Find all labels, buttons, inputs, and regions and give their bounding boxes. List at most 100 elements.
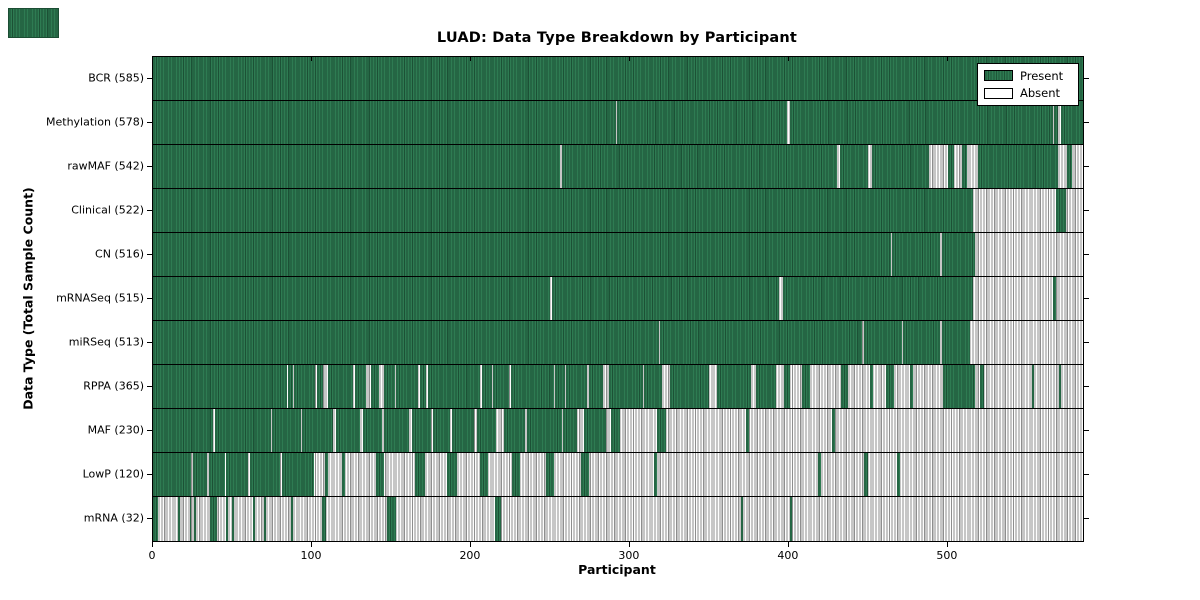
y-tick-label-mrna: mRNA (32): [83, 511, 144, 525]
present-segment: [194, 497, 196, 541]
present-segment: [580, 453, 589, 496]
x-tick-label-300: 300: [618, 549, 640, 562]
matrix-row-mirseq: [153, 321, 1083, 365]
right-tick-mark: [1084, 342, 1089, 343]
present-segment: [1060, 101, 1083, 144]
present-segment: [153, 57, 1083, 100]
right-tick-mark: [1084, 474, 1089, 475]
present-segment: [831, 409, 835, 452]
present-segment: [863, 321, 902, 364]
right-tick-mark: [1084, 78, 1089, 79]
right-tick-mark: [1084, 430, 1089, 431]
right-tick-mark: [1084, 298, 1089, 299]
present-segment: [375, 453, 384, 496]
y-tick-label-bcr: BCR (585): [88, 71, 144, 85]
x-tick-mark: [787, 542, 789, 547]
y-tick-mark: [147, 298, 152, 299]
present-segment: [153, 321, 659, 364]
present-segment: [555, 365, 565, 408]
present-segment: [153, 189, 974, 232]
present-segment: [790, 101, 1053, 144]
present-segment: [563, 409, 578, 452]
top-tick-mark: [787, 57, 789, 61]
present-segment: [249, 453, 281, 496]
present-segment: [1055, 189, 1066, 232]
x-axis-label: Participant: [578, 562, 656, 577]
present-segment: [669, 365, 710, 408]
present-segment: [903, 321, 940, 364]
right-tick-mark: [1084, 386, 1089, 387]
present-segment: [741, 497, 743, 541]
present-segment: [482, 365, 492, 408]
right-tick-mark: [1084, 166, 1089, 167]
y-tick-mark: [147, 474, 152, 475]
present-segment: [428, 365, 481, 408]
stray-green-artifact: [8, 8, 59, 38]
present-segment: [784, 365, 791, 408]
present-segment: [526, 409, 562, 452]
present-segment: [644, 365, 662, 408]
present-segment: [962, 145, 967, 188]
y-tick-label-mirseq: miRSeq (513): [68, 335, 144, 349]
present-segment: [264, 497, 266, 541]
present-segment: [561, 145, 837, 188]
present-segment: [302, 409, 333, 452]
legend-swatch-absent-icon: [984, 87, 1013, 99]
present-segment: [609, 365, 643, 408]
present-segment: [480, 453, 489, 496]
present-segment: [272, 409, 301, 452]
legend: Present Absent: [977, 63, 1079, 106]
x-tick-label-200: 200: [459, 549, 481, 562]
present-segment: [790, 497, 793, 541]
present-segment: [841, 365, 848, 408]
y-tick-label-maf: MAF (230): [87, 423, 144, 437]
present-segment: [153, 101, 616, 144]
y-tick-mark: [147, 78, 152, 79]
present-segment: [153, 233, 891, 276]
present-segment: [1059, 365, 1061, 408]
plot-area: [152, 56, 1084, 542]
present-segment: [1067, 145, 1072, 188]
present-segment: [153, 409, 214, 452]
present-segment: [383, 365, 395, 408]
present-segment: [477, 409, 497, 452]
present-segment: [226, 497, 228, 541]
top-tick-mark: [946, 57, 948, 61]
present-segment: [1052, 277, 1056, 320]
present-segment: [415, 453, 425, 496]
matrix-row-bcr: [153, 57, 1083, 101]
top-tick-mark: [310, 57, 312, 61]
x-tick-mark: [469, 542, 471, 547]
matrix-row-cn: [153, 233, 1083, 277]
present-segment: [978, 145, 1058, 188]
legend-entry-present: Present: [984, 69, 1072, 83]
present-segment: [215, 409, 271, 452]
present-segment: [178, 497, 180, 541]
present-segment: [941, 233, 975, 276]
matrix-row-mrnaseq: [153, 277, 1083, 321]
right-tick-mark: [1084, 210, 1089, 211]
present-segment: [1032, 365, 1034, 408]
present-segment: [153, 453, 192, 496]
y-tick-mark: [147, 122, 152, 123]
present-segment: [588, 365, 603, 408]
present-segment: [253, 497, 255, 541]
present-segment: [386, 497, 397, 541]
present-segment: [552, 277, 780, 320]
present-segment: [782, 277, 974, 320]
present-segment: [354, 365, 367, 408]
present-segment: [327, 365, 354, 408]
matrix-row-clinical: [153, 189, 1083, 233]
y-tick-mark: [147, 210, 152, 211]
present-segment: [656, 409, 667, 452]
legend-label-present: Present: [1020, 68, 1064, 83]
present-segment: [189, 497, 192, 541]
y-tick-mark: [147, 254, 152, 255]
present-segment: [941, 321, 971, 364]
present-segment: [153, 497, 158, 541]
present-segment: [892, 233, 940, 276]
present-segment: [281, 453, 314, 496]
y-tick-label-methylation: Methylation (578): [46, 115, 144, 129]
matrix-row-methylation: [153, 101, 1083, 145]
present-segment: [420, 365, 427, 408]
